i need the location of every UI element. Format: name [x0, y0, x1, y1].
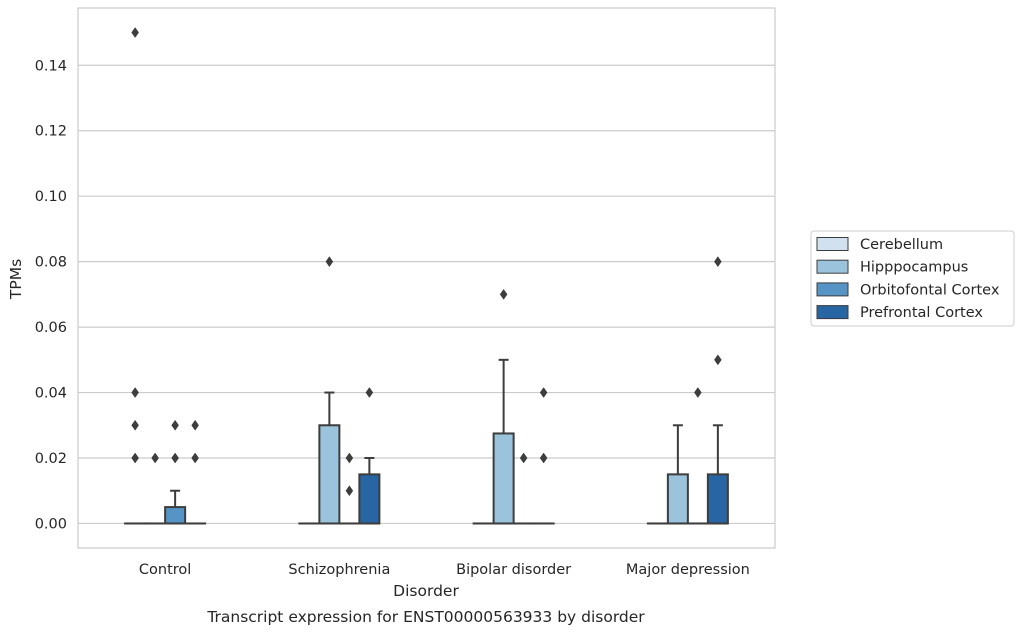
box-group — [358, 387, 381, 525]
legend-item: Prefrontal Cortex — [816, 305, 983, 321]
outlier-marker — [539, 387, 548, 398]
legend-swatch — [816, 282, 849, 297]
legend-swatch — [816, 259, 849, 274]
legend-label: Cerebellum — [860, 237, 943, 253]
box-group — [666, 424, 689, 525]
outlier-marker — [151, 452, 159, 464]
outlier-marker — [131, 387, 139, 398]
plot-frame — [77, 7, 776, 549]
legend-item: Orbitofontal Cortex — [816, 282, 1000, 298]
y-tick-labels: 0.00 0.02 0.04 0.06 0.08 0.10 0.12 0.14 — [35, 58, 67, 532]
box — [318, 424, 341, 525]
outlier-marker — [191, 419, 199, 431]
outlier-marker — [714, 354, 722, 366]
box-group — [124, 27, 147, 525]
chart-caption: Transcript expression for ENST0000056393… — [206, 608, 645, 626]
box-group — [706, 256, 729, 525]
y-tick-label: 0.14 — [35, 58, 67, 74]
outlier-marker — [365, 387, 374, 398]
box — [706, 473, 729, 525]
x-tick-label: Major depression — [626, 562, 750, 578]
outlier-marker — [131, 452, 139, 464]
y-tick-label: 0.04 — [35, 386, 67, 402]
y-tick-label: 0.06 — [35, 320, 67, 336]
outlier-marker — [325, 256, 334, 268]
outlier-marker — [345, 452, 354, 464]
legend-swatch — [816, 237, 849, 251]
box-group — [492, 288, 515, 525]
legend-swatch — [816, 305, 849, 320]
box-group — [512, 452, 535, 525]
outlier-marker — [539, 452, 548, 464]
y-axis-label: TPMs — [7, 259, 25, 300]
x-tick-label: Schizophrenia — [288, 562, 390, 578]
outlier-marker — [519, 452, 528, 464]
y-tick-label: 0.02 — [35, 451, 67, 467]
plot-area-background — [78, 8, 775, 548]
box-group — [532, 387, 555, 525]
y-tick-label: 0.12 — [35, 124, 67, 140]
outlier-marker — [131, 27, 139, 38]
legend-label: Orbitofontal Cortex — [860, 282, 1000, 298]
box-group — [164, 419, 187, 525]
box-layer — [124, 27, 729, 525]
outlier-marker — [499, 288, 508, 300]
x-tick-labels: Control Schizophrenia Bipolar disorder Majo… — [139, 562, 750, 578]
x-tick-label: Bipolar disorder — [456, 562, 571, 578]
legend-frame — [810, 230, 1015, 327]
y-tick-label: 0.08 — [35, 255, 67, 271]
legend-label: Prefrontal Cortex — [860, 305, 983, 321]
box — [666, 473, 689, 525]
y-tick-label: 0.00 — [35, 516, 67, 532]
box — [358, 473, 381, 525]
outlier-marker — [694, 387, 702, 398]
legend: Cerebellum Hipppocampus Orbitofontal Corte… — [810, 230, 1015, 327]
legend-label: Hipppocampus — [860, 260, 968, 276]
legend-items: Cerebellum Hipppocampus Orbitofontal Corte… — [816, 237, 1000, 321]
outlier-marker — [171, 419, 179, 431]
box — [164, 506, 187, 525]
outlier-marker — [714, 256, 722, 268]
box-group — [184, 419, 207, 525]
outlier-marker — [131, 419, 139, 431]
box-group — [318, 256, 341, 525]
outlier-marker — [171, 452, 179, 464]
x-tick-label: Control — [139, 562, 191, 578]
legend-item: Cerebellum — [816, 237, 943, 253]
y-tick-label: 0.10 — [35, 189, 67, 205]
outlier-marker — [345, 485, 354, 497]
x-axis-label: Disorder — [393, 582, 459, 600]
outlier-marker — [191, 452, 199, 464]
legend-item: Hipppocampus — [816, 259, 968, 276]
box — [492, 432, 515, 525]
